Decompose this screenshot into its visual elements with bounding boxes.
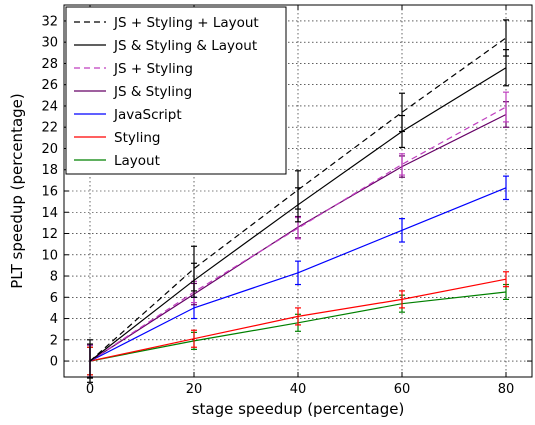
- y-tick-label: 6: [50, 291, 58, 306]
- y-tick-label: 10: [41, 248, 58, 263]
- y-tick-label: 30: [41, 36, 58, 51]
- x-tick-label: 60: [394, 382, 411, 397]
- series-line: [89, 106, 507, 362]
- y-tick-label: 14: [41, 206, 58, 221]
- y-tick-label: 8: [50, 270, 58, 285]
- series-line: [89, 37, 507, 362]
- x-tick-label: 0: [86, 382, 94, 397]
- y-tick-label: 12: [41, 227, 58, 242]
- y-tick-label: 24: [41, 99, 58, 114]
- y-tick-label: 20: [41, 142, 58, 157]
- x-tick-label: 80: [498, 382, 515, 397]
- legend-label: JS & Styling: [113, 84, 192, 100]
- y-axis-label: PLT speedup (percentage): [8, 93, 26, 288]
- legend-label: JS + Styling: [113, 61, 193, 77]
- x-axis-label: stage speedup (percentage): [192, 400, 405, 418]
- y-tick-label: 28: [41, 57, 58, 72]
- series-lines: [87, 19, 509, 383]
- y-tick-label: 16: [41, 185, 58, 200]
- y-tick-label: 26: [41, 78, 58, 93]
- y-tick-label: 22: [41, 121, 58, 136]
- y-tick-label: 0: [50, 355, 58, 370]
- legend-label: Styling: [114, 130, 160, 146]
- legend-label: Layout: [114, 153, 160, 169]
- legend-label: JS + Styling + Layout: [113, 15, 259, 31]
- y-tick-label: 32: [41, 14, 58, 29]
- legend-label: JS & Styling & Layout: [113, 38, 257, 54]
- legend: JS + Styling + Layout JS & Styling & Layo…: [65, 6, 287, 175]
- y-tick-label: 2: [50, 333, 58, 348]
- y-tick-label: 4: [50, 312, 58, 327]
- x-tick-label: 40: [290, 382, 307, 397]
- x-tick-label: 20: [186, 382, 203, 397]
- y-tick-label: 18: [41, 163, 58, 178]
- legend-label: JavaScript: [113, 107, 182, 123]
